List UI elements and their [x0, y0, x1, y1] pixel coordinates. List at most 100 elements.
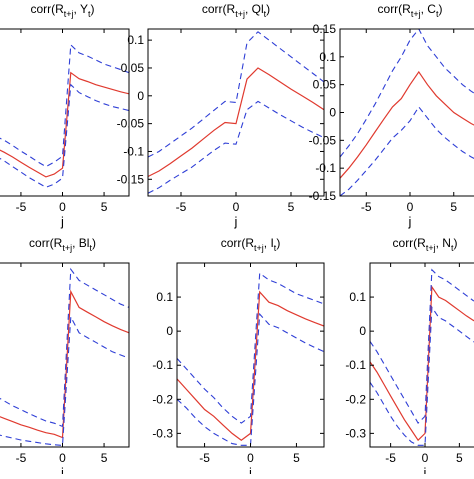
x-tick-label: 0 [59, 451, 66, 465]
x-axis-label: j [234, 214, 238, 229]
y-tick-label: -0.15 [117, 172, 145, 186]
x-tick-label: 0 [422, 451, 429, 465]
chart-panel-6: -5 0 5 0.1 0 -0.1 -0.2 -0.3 j corr(Rt+j, Nt) [345, 236, 474, 479]
x-axis-label: j [248, 465, 252, 474]
series-group [370, 268, 474, 446]
axes-box [147, 28, 325, 197]
title-text: , N [436, 236, 451, 250]
x-tick-label: -5 [385, 451, 396, 465]
y-tick-label: 0 [359, 324, 366, 338]
title-subscript: t [89, 243, 92, 253]
series-group [340, 29, 474, 196]
y-tick-label: -0.3 [152, 426, 173, 440]
title-text: ) [92, 236, 96, 250]
chart-panel-4: -5 0 5 j corr(Rt+j, Blt) [0, 236, 130, 479]
chart-panel-2: -5 0 5 0.1 0.05 0 -0.05 -0.1 -0.15 j corr(Rt+j, Ql… [117, 2, 325, 229]
title-subscript: t+j [426, 243, 436, 253]
response-line [0, 71, 129, 178]
confidence-band-line [0, 43, 129, 168]
confidence-band-line [340, 105, 474, 196]
chart-title: corr(Rt+j, Nt) [393, 236, 458, 253]
title-subscript: t [451, 243, 454, 253]
title-text: corr(R [202, 2, 236, 16]
title-subscript: t+j [235, 9, 245, 19]
chart-title: corr(Rt+j, Ct) [378, 2, 443, 19]
title-text: corr(R [393, 236, 427, 250]
x-axis-label: j [60, 465, 64, 474]
title-subscript: t [274, 243, 277, 253]
chart-title: corr(Rt+j, Qlt) [202, 2, 270, 19]
title-text: corr(R [221, 236, 255, 250]
title-subscript: t [264, 9, 267, 19]
x-tick-label: 0 [59, 200, 66, 214]
chart-title: corr(Rt+j, It) [221, 236, 281, 253]
title-subscript: t+j [64, 9, 74, 19]
title-subscript: t+j [254, 243, 264, 253]
x-tick-label: 5 [456, 451, 463, 465]
confidence-band-line [0, 83, 129, 188]
response-line [370, 285, 474, 442]
confidence-band-line [148, 31, 324, 158]
title-subscript: t [436, 9, 439, 19]
title-text: ) [266, 2, 270, 16]
x-axis-label: j [60, 214, 64, 229]
confidence-band-line [0, 267, 129, 428]
y-tick-label: -0.05 [117, 117, 145, 131]
title-text: , I [264, 236, 274, 250]
confidence-band-line [148, 100, 324, 194]
response-line [177, 290, 324, 441]
title-text: ) [453, 236, 457, 250]
title-text: corr(R [29, 236, 63, 250]
response-line [340, 70, 474, 179]
series-group [0, 267, 129, 446]
y-tick-label: -0.3 [345, 426, 366, 440]
axes-box [0, 28, 130, 197]
confidence-band-line [370, 305, 474, 446]
y-tick-label: -0.15 [309, 189, 337, 203]
title-text: , C [421, 2, 437, 16]
x-tick-label: -5 [16, 200, 27, 214]
axes-box [176, 262, 325, 448]
title-text: ) [91, 2, 95, 16]
y-tick-label: -0.05 [309, 133, 337, 147]
series-group [148, 31, 324, 194]
title-text: , Bl [72, 236, 89, 250]
response-line [0, 289, 129, 439]
y-tick-label: 0 [137, 89, 144, 103]
x-axis-label: j [408, 214, 412, 229]
y-tick-label: 0.1 [319, 50, 336, 64]
title-subscript: t+j [62, 243, 72, 253]
series-group [0, 43, 129, 188]
title-text: , Y [74, 2, 88, 16]
title-subscript: t [88, 9, 91, 19]
y-tick-label: -0.2 [152, 392, 173, 406]
title-text: corr(R [30, 2, 64, 16]
confidence-band-line [177, 312, 324, 446]
x-tick-label: 0 [407, 200, 414, 214]
x-tick-label: 5 [288, 200, 295, 214]
x-tick-label: -5 [199, 451, 210, 465]
y-tick-label: 0.1 [156, 290, 173, 304]
x-axis-label: j [423, 465, 427, 474]
y-tick-label: 0.1 [127, 33, 144, 47]
title-subscript: t+j [411, 9, 421, 19]
y-tick-label: 0.1 [349, 290, 366, 304]
chart-title: corr(Rt+j, Blt) [29, 236, 96, 253]
x-tick-label: 0 [247, 451, 254, 465]
y-tick-label: 0 [166, 324, 173, 338]
chart-panel-1: -5 0 5 j corr(Rt+j, Yt) [0, 2, 130, 229]
y-tick-label: 0.05 [313, 78, 337, 92]
confidence-band-line [177, 272, 324, 424]
y-tick-label: -0.1 [152, 358, 173, 372]
title-text: ) [438, 2, 442, 16]
x-tick-label: -5 [361, 200, 372, 214]
series-group [177, 272, 324, 446]
y-tick-label: -0.1 [123, 144, 144, 158]
confidence-band-line [370, 268, 474, 424]
chart-title: corr(Rt+j, Yt) [30, 2, 94, 19]
y-tick-label: 0 [329, 106, 336, 120]
chart-panel-5: -5 0 5 0.1 0 -0.1 -0.2 -0.3 j corr(Rt+j, It) [152, 236, 325, 479]
chart-panel-3: -5 0 5 0.15 0.1 0.05 0 -0.05 -0.1 -0.15 j corr(Rt+j… [309, 2, 474, 229]
x-tick-label: 0 [233, 200, 240, 214]
y-tick-label: -0.1 [315, 161, 336, 175]
